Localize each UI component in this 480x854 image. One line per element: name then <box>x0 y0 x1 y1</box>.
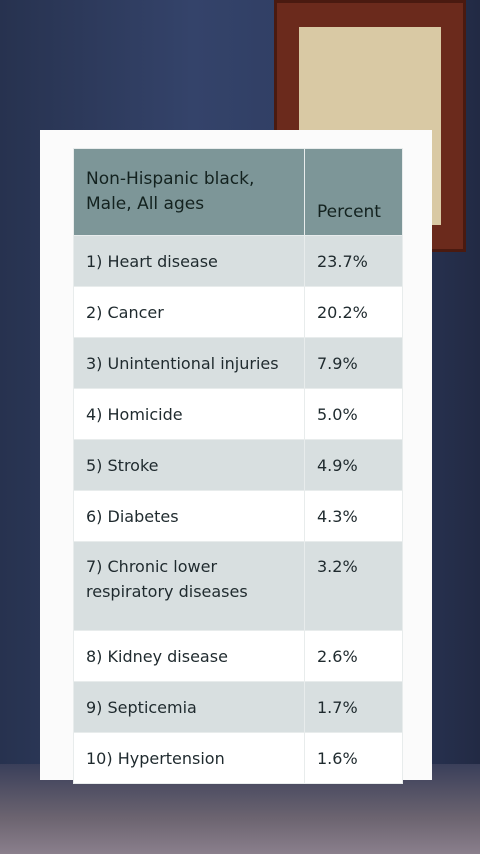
table-row: 3) Unintentional injuries 7.9% <box>73 337 403 389</box>
table-row: 2) Cancer 20.2% <box>73 286 403 338</box>
percent-cell: 4.3% <box>304 490 403 542</box>
cause-cell: 1) Heart disease <box>73 235 305 287</box>
table-row: 6) Diabetes 4.3% <box>73 490 403 542</box>
percent-cell: 7.9% <box>304 337 403 389</box>
cause-cell: 10) Hypertension <box>73 732 305 784</box>
percent-cell: 20.2% <box>304 286 403 338</box>
causes-table: Non-Hispanic black, Male, All ages Percen… <box>73 148 403 784</box>
cause-cell: 6) Diabetes <box>73 490 305 542</box>
percent-cell: 3.2% <box>304 541 403 631</box>
table-card: Non-Hispanic black, Male, All ages Percen… <box>40 130 432 784</box>
table-row: 7) Chronic lower respiratory diseases 3.2… <box>73 541 403 631</box>
table-row: 9) Septicemia 1.7% <box>73 681 403 733</box>
table-row: 5) Stroke 4.9% <box>73 439 403 491</box>
cause-cell: 5) Stroke <box>73 439 305 491</box>
cause-cell: 3) Unintentional injuries <box>73 337 305 389</box>
table-row: 10) Hypertension 1.6% <box>73 732 403 784</box>
cause-cell: 8) Kidney disease <box>73 630 305 682</box>
percent-cell: 23.7% <box>304 235 403 287</box>
cause-cell: 9) Septicemia <box>73 681 305 733</box>
percent-cell: 2.6% <box>304 630 403 682</box>
percent-cell: 1.6% <box>304 732 403 784</box>
table-row: 8) Kidney disease 2.6% <box>73 630 403 682</box>
cause-cell: 2) Cancer <box>73 286 305 338</box>
header-row: Non-Hispanic black, Male, All ages Percen… <box>73 148 403 236</box>
table-row: 4) Homicide 5.0% <box>73 388 403 440</box>
header-cell: Percent <box>304 148 403 236</box>
cause-cell: 4) Homicide <box>73 388 305 440</box>
header-cell: Non-Hispanic black, Male, All ages <box>73 148 305 236</box>
cause-cell: 7) Chronic lower respiratory diseases <box>73 541 305 631</box>
percent-cell: 4.9% <box>304 439 403 491</box>
percent-cell: 1.7% <box>304 681 403 733</box>
table-row: 1) Heart disease 23.7% <box>73 235 403 287</box>
percent-cell: 5.0% <box>304 388 403 440</box>
